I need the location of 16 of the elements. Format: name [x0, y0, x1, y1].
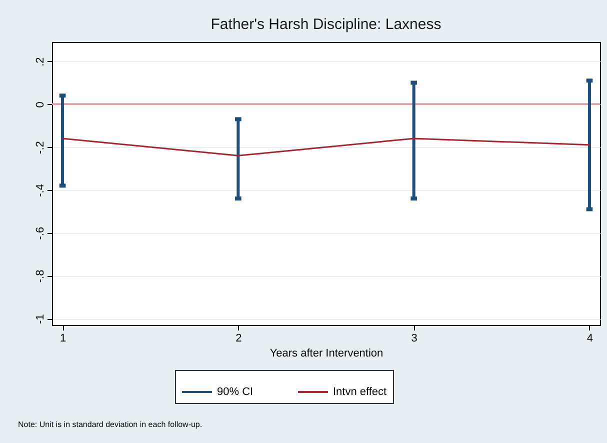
y-tick-label: .2 — [34, 57, 46, 66]
x-tick-label: 1 — [60, 332, 66, 344]
x-tick-label: 2 — [236, 332, 242, 344]
y-tick-label: 0 — [34, 102, 46, 108]
text: 90% CI — [217, 386, 254, 398]
x-axis-title: Years after Intervention — [270, 348, 384, 360]
x-tick-label: 4 — [586, 332, 594, 344]
y-tick-label: -.8 — [34, 270, 46, 283]
y-tick-label: -1 — [34, 314, 46, 324]
legend-label: Intvn effect — [333, 386, 387, 398]
y-tick-label: -.2 — [34, 141, 46, 154]
y-tick-label: -.6 — [34, 226, 46, 240]
chart-title: Father's Harsh Discipline: Laxness — [210, 16, 442, 33]
x-tick-label: 3 — [411, 332, 418, 344]
y-tick-label: -.4 — [34, 184, 46, 197]
text: Note: Unit is in standard deviation in each follow-up. — [18, 420, 202, 429]
